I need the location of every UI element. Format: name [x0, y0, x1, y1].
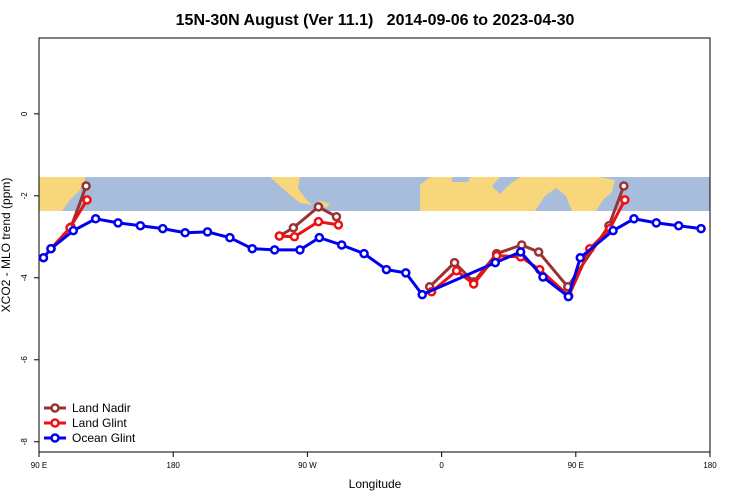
map-strip: [39, 177, 710, 211]
data-point: [533, 247, 544, 257]
x-tick-label: 180: [703, 461, 717, 470]
data-point: [696, 223, 706, 234]
data-point: [449, 257, 460, 268]
data-point: [158, 223, 168, 234]
data-point: [247, 243, 257, 254]
data-point: [451, 266, 462, 276]
x-axis-label: Longitude: [349, 477, 402, 491]
legend-marker: [50, 418, 60, 428]
y-tick-label: 0: [20, 111, 29, 116]
data-point: [629, 214, 639, 224]
data-point: [38, 252, 49, 263]
data-point: [359, 248, 369, 259]
data-point: [608, 225, 618, 236]
data-point: [314, 232, 325, 243]
series-line: [279, 220, 339, 239]
legend-label: Ocean Glint: [72, 431, 136, 445]
x-tick-label: 90 W: [298, 461, 317, 470]
data-point: [333, 220, 344, 230]
series-line: [42, 217, 702, 300]
data-point: [468, 279, 479, 289]
data-point: [82, 195, 92, 205]
data-point: [202, 227, 213, 237]
series-line: [278, 205, 338, 238]
data-point: [563, 291, 574, 302]
x-tick-label: 90 E: [31, 461, 47, 470]
data-point: [619, 181, 629, 191]
y-tick-label: -8: [20, 438, 29, 446]
data-point: [381, 264, 392, 275]
data-point: [417, 289, 427, 300]
legend-marker: [50, 403, 60, 413]
data-point: [269, 245, 280, 255]
data-point: [68, 225, 79, 236]
data-point: [401, 268, 411, 278]
data-point: [313, 202, 324, 212]
legend-label: Land Glint: [72, 416, 127, 430]
y-axis-label: XCO2 - MLO trend (ppm): [0, 178, 13, 313]
data-point: [538, 272, 548, 282]
y-tick-label: -6: [20, 356, 29, 364]
data-point: [135, 220, 146, 231]
data-point: [289, 232, 300, 242]
data-point: [620, 195, 630, 205]
data-point: [113, 218, 123, 228]
data-point: [46, 243, 56, 254]
x-tick-label: 90 E: [568, 461, 584, 470]
data-point: [515, 247, 526, 257]
data-point: [673, 220, 684, 231]
data-point: [81, 181, 91, 191]
data-point: [295, 245, 305, 255]
data-point: [331, 211, 342, 222]
data-point: [288, 223, 299, 233]
data-point: [651, 218, 662, 228]
legend-label: Land Nadir: [72, 401, 131, 415]
plot-frame: [38, 37, 711, 453]
data-point: [225, 232, 235, 243]
y-tick-label: -4: [20, 274, 29, 282]
legend-marker: [50, 433, 60, 443]
x-tick-label: 0: [439, 461, 444, 470]
data-point: [313, 216, 324, 227]
chart-title: 15N-30N August (Ver 11.1) 2014-09-06 to …: [176, 12, 575, 29]
data-point: [180, 227, 190, 238]
data-point: [274, 231, 285, 241]
y-tick-label: -2: [20, 192, 29, 200]
data-point: [90, 214, 101, 224]
data-point: [490, 257, 501, 268]
data-point: [575, 252, 586, 263]
data-point: [336, 240, 347, 250]
x-tick-label: 180: [167, 461, 181, 470]
